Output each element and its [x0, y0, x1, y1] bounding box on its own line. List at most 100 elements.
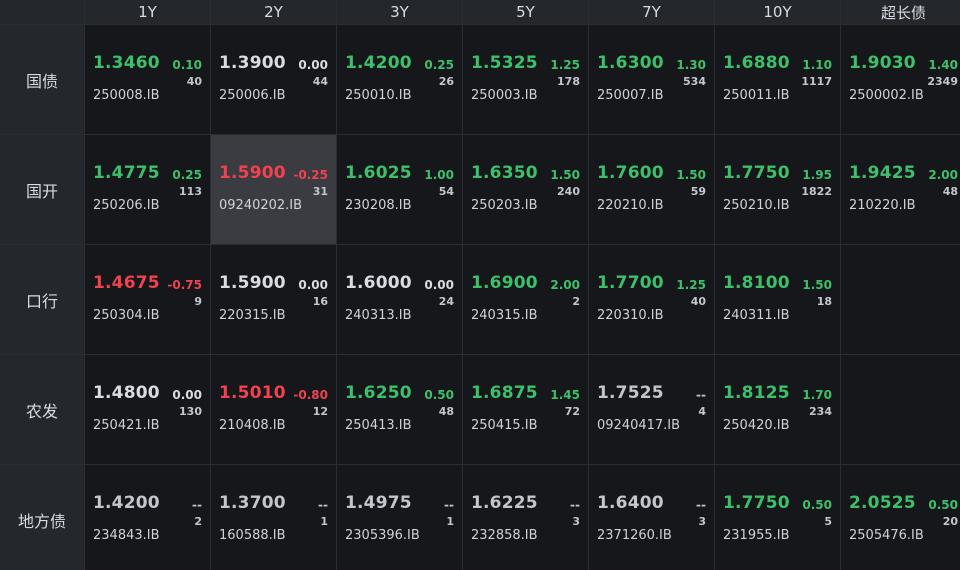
quote-cell[interactable]: 1.7525 -- 4 09240417.IB — [589, 355, 714, 464]
bond-code: 234843.IB — [93, 528, 160, 543]
yield-value: 1.7700 — [597, 273, 664, 293]
yield-value: 2.0525 — [849, 493, 916, 513]
quote-cell[interactable]: 2.0525 0.50 20 2505476.IB — [841, 465, 960, 570]
quote-cell[interactable]: 1.8125 1.70 234 250420.IB — [715, 355, 840, 464]
quote-cell[interactable]: 1.8100 1.50 18 240311.IB — [715, 245, 840, 354]
yield-change: 0.50 — [928, 498, 958, 512]
row-label: 地方债 — [0, 465, 84, 570]
quote-cell[interactable]: 1.4675 -0.75 9 250304.IB — [85, 245, 210, 354]
yield-change: 1.45 — [550, 388, 580, 402]
quote-cell[interactable]: 1.6400 -- 3 2371260.IB — [589, 465, 714, 570]
bond-code: 250420.IB — [723, 418, 790, 433]
quote-cell[interactable]: 1.5900 -0.25 31 09240202.IB — [211, 135, 336, 244]
quote-cell[interactable]: 1.6880 1.10 1117 250011.IB — [715, 25, 840, 134]
column-header-3Y[interactable]: 3Y — [337, 0, 462, 24]
column-header-10Y[interactable]: 10Y — [715, 0, 840, 24]
quote-cell[interactable]: 1.6025 1.00 54 230208.IB — [337, 135, 462, 244]
bond-code: 220310.IB — [597, 308, 664, 323]
quote-cell[interactable]: 1.4800 0.00 130 250421.IB — [85, 355, 210, 464]
trade-count: 234 — [809, 405, 832, 418]
bond-code: 250010.IB — [345, 88, 412, 103]
trade-count: 40 — [186, 75, 202, 88]
yield-change: -0.80 — [293, 388, 328, 402]
quote-cell[interactable]: 1.7750 1.95 1822 250210.IB — [715, 135, 840, 244]
yield-value: 1.5900 — [219, 273, 286, 293]
quote-cell[interactable]: 1.3900 0.00 44 250006.IB — [211, 25, 336, 134]
bond-code: 250415.IB — [471, 418, 538, 433]
quote-cell[interactable]: 1.6900 2.00 2 240315.IB — [463, 245, 588, 354]
trade-count: 1 — [320, 515, 328, 528]
yield-value: 1.3900 — [219, 53, 286, 73]
trade-count: 18 — [816, 295, 832, 308]
trade-count: 48 — [942, 185, 958, 198]
empty-cell — [841, 245, 960, 354]
trade-count: 2 — [194, 515, 202, 528]
column-header-超长债[interactable]: 超长债 — [841, 0, 960, 24]
bond-code: 250413.IB — [345, 418, 412, 433]
bond-code: 2371260.IB — [597, 528, 672, 543]
quote-cell[interactable]: 1.7750 0.50 5 231955.IB — [715, 465, 840, 570]
quote-cell[interactable]: 1.6225 -- 3 232858.IB — [463, 465, 588, 570]
bond-code: 160588.IB — [219, 528, 286, 543]
quote-cell[interactable]: 1.5325 1.25 178 250003.IB — [463, 25, 588, 134]
row-label: 国债 — [0, 25, 84, 134]
quote-cell[interactable]: 1.6250 0.50 48 250413.IB — [337, 355, 462, 464]
yield-value: 1.4800 — [93, 383, 160, 403]
column-header-2Y[interactable]: 2Y — [211, 0, 336, 24]
trade-count: 113 — [179, 185, 202, 198]
quote-cell[interactable]: 1.4200 -- 2 234843.IB — [85, 465, 210, 570]
trade-count: 40 — [690, 295, 706, 308]
yield-value: 1.6400 — [597, 493, 664, 513]
bond-code: 230208.IB — [345, 198, 412, 213]
bond-code: 09240417.IB — [597, 418, 681, 433]
trade-count: 12 — [312, 405, 328, 418]
quote-cell[interactable]: 1.7600 1.50 59 220210.IB — [589, 135, 714, 244]
trade-count: 48 — [438, 405, 454, 418]
yield-value: 1.5900 — [219, 163, 286, 183]
column-header-1Y[interactable]: 1Y — [85, 0, 210, 24]
trade-count: 54 — [438, 185, 454, 198]
yield-value: 1.6000 — [345, 273, 412, 293]
quote-cell[interactable]: 1.5010 -0.80 12 210408.IB — [211, 355, 336, 464]
yield-value: 1.6350 — [471, 163, 538, 183]
yield-value: 1.7600 — [597, 163, 664, 183]
yield-change: 1.40 — [928, 58, 958, 72]
bond-code: 2500002.IB — [849, 88, 924, 103]
yield-change: 1.25 — [676, 278, 706, 292]
yield-change: -- — [696, 498, 706, 512]
yield-change: -- — [696, 388, 706, 402]
quote-cell[interactable]: 1.5900 0.00 16 220315.IB — [211, 245, 336, 354]
quote-cell[interactable]: 1.6300 1.30 534 250007.IB — [589, 25, 714, 134]
quote-cell[interactable]: 1.6350 1.50 240 250203.IB — [463, 135, 588, 244]
bond-code: 210220.IB — [849, 198, 916, 213]
quote-cell[interactable]: 1.9030 1.40 2349 2500002.IB — [841, 25, 960, 134]
bond-code: 240311.IB — [723, 308, 790, 323]
bond-code: 232858.IB — [471, 528, 538, 543]
trade-count: 4 — [698, 405, 706, 418]
yield-value: 1.7750 — [723, 163, 790, 183]
quote-cell[interactable]: 1.6000 0.00 24 240313.IB — [337, 245, 462, 354]
trade-count: 24 — [438, 295, 454, 308]
yield-change: 1.50 — [550, 168, 580, 182]
quote-cell[interactable]: 1.9425 2.00 48 210220.IB — [841, 135, 960, 244]
yield-value: 1.4975 — [345, 493, 412, 513]
quote-cell[interactable]: 1.3460 0.10 40 250008.IB — [85, 25, 210, 134]
trade-count: 1117 — [801, 75, 832, 88]
column-header-7Y[interactable]: 7Y — [589, 0, 714, 24]
quote-cell[interactable]: 1.3700 -- 1 160588.IB — [211, 465, 336, 570]
quote-cell[interactable]: 1.7700 1.25 40 220310.IB — [589, 245, 714, 354]
bond-code: 2305396.IB — [345, 528, 420, 543]
yield-change: 2.00 — [550, 278, 580, 292]
quote-cell[interactable]: 1.4775 0.25 113 250206.IB — [85, 135, 210, 244]
column-header-5Y[interactable]: 5Y — [463, 0, 588, 24]
bond-code: 250003.IB — [471, 88, 538, 103]
quote-cell[interactable]: 1.4200 0.25 26 250010.IB — [337, 25, 462, 134]
yield-change: -- — [570, 498, 580, 512]
bond-code: 250206.IB — [93, 198, 160, 213]
quote-cell[interactable]: 1.4975 -- 1 2305396.IB — [337, 465, 462, 570]
yield-change: 0.00 — [298, 58, 328, 72]
quote-cell[interactable]: 1.6875 1.45 72 250415.IB — [463, 355, 588, 464]
trade-count: 44 — [312, 75, 328, 88]
yield-value: 1.5010 — [219, 383, 286, 403]
yield-value: 1.6250 — [345, 383, 412, 403]
